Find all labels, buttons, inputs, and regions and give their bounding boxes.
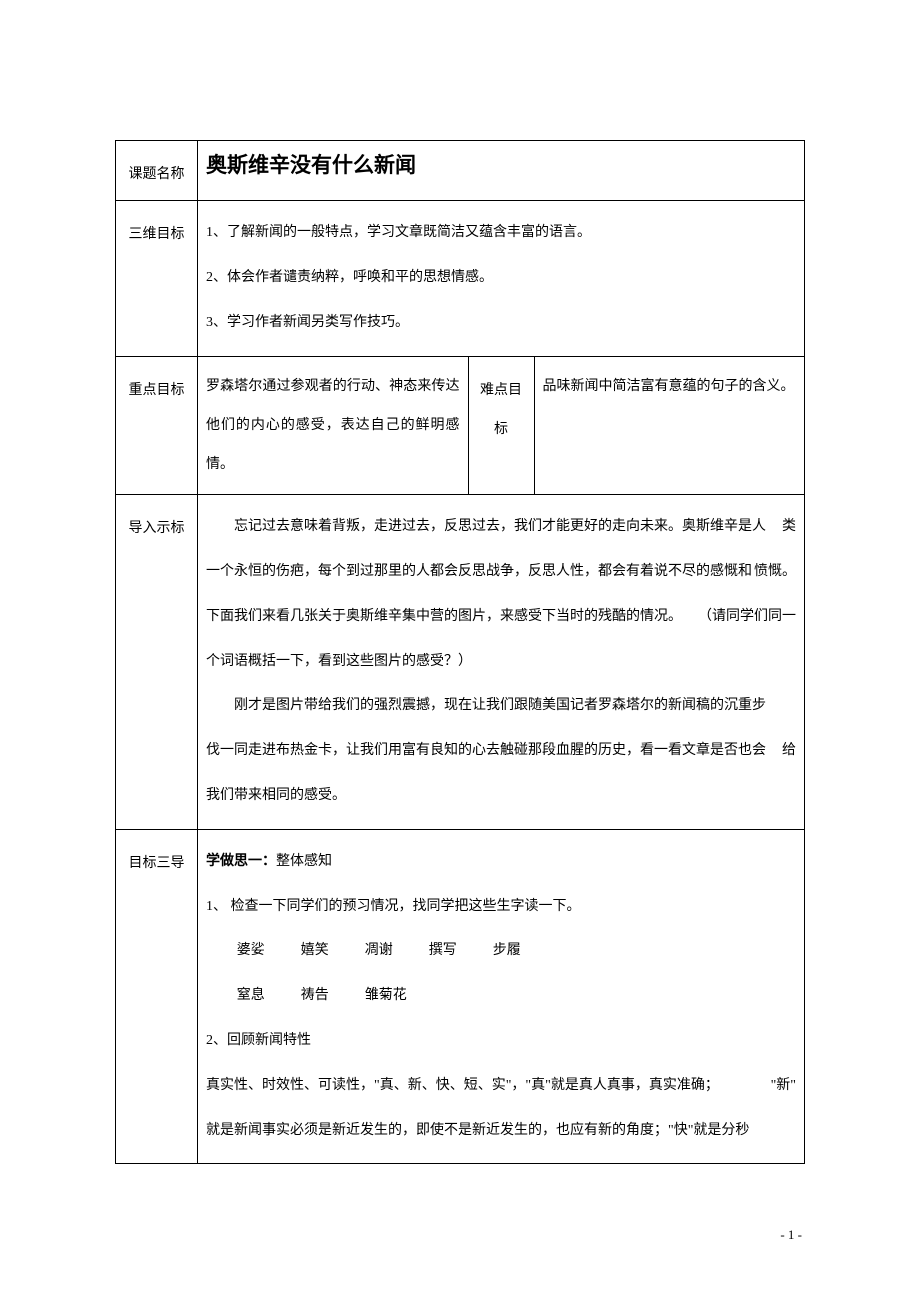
label-guide: 目标三导 (116, 829, 198, 1164)
goal-3: 3、学习作者新闻另类写作技巧。 (206, 301, 796, 346)
difficulty-goal-cell: 品味新闻中简洁富有意蕴的句子的含义。 (534, 356, 805, 495)
guide-item1: 1、 检查一下同学们的预习情况，找同学把这些生字读一下。 (206, 885, 796, 930)
guide-p3b: 就是新闻事实必须是新近发生的，即使不是新近发生的，也应有新的角度；"快"就是分秒 (206, 1109, 796, 1154)
intro-p2: 一个永恒的伤疤，每个到过那里的人都会反思战争，反思人性，都会有着说不尽的感慨和愤… (206, 550, 796, 595)
guide-words-line1: 婆娑嬉笑凋谢撰写步履 (206, 929, 796, 974)
guide-words-line2: 窒息祷告雏菊花 (206, 974, 796, 1019)
label-goals: 三维目标 (116, 201, 198, 356)
intro-p7: 我们带来相同的感受。 (206, 774, 796, 819)
goal-1: 1、了解新闻的一般特点，学习文章既简洁又蕴含丰富的语言。 (206, 211, 796, 256)
goals-cell: 1、了解新闻的一般特点，学习文章既简洁又蕴含丰富的语言。 2、体会作者谴责纳粹，… (198, 201, 805, 356)
row-key-difficulty: 重点目标 罗森塔尔通过参观者的行动、神态来传达他们的内心的感受，表达自己的鲜明感… (116, 356, 805, 495)
label-topic: 课题名称 (116, 141, 198, 201)
row-topic: 课题名称 奥斯维辛没有什么新闻 (116, 141, 805, 201)
guide-cell: 学做思一：整体感知 1、 检查一下同学们的预习情况，找同学把这些生字读一下。 婆… (198, 829, 805, 1164)
page-number: - 1 - (780, 1227, 802, 1243)
intro-p4: 个词语概括一下，看到这些图片的感受？） (206, 640, 796, 685)
guide-heading-rest: 整体感知 (276, 854, 332, 869)
topic-title: 奥斯维辛没有什么新闻 (198, 141, 805, 201)
intro-p5: 刚才是图片带给我们的强烈震撼，现在让我们跟随美国记者罗森塔尔的新闻稿的沉重步 (206, 684, 796, 729)
intro-p6: 伐一同走进布热金卡，让我们用富有良知的心去触碰那段血腥的历史，看一看文章是否也会… (206, 729, 796, 774)
guide-heading: 学做思一：整体感知 (206, 840, 796, 885)
label-key: 重点目标 (116, 356, 198, 495)
lesson-plan-table: 课题名称 奥斯维辛没有什么新闻 三维目标 1、了解新闻的一般特点，学习文章既简洁… (115, 140, 805, 1164)
intro-p1: 忘记过去意味着背叛，走进过去，反思过去，我们才能更好的走向未来。奥斯维辛是人类 (206, 505, 796, 550)
guide-item2: 2、回顾新闻特性 (206, 1019, 796, 1064)
intro-p3: 下面我们来看几张关于奥斯维辛集中营的图片，来感受下当时的残酷的情况。（请同学们同… (206, 595, 796, 640)
guide-heading-bold: 学做思一： (206, 854, 276, 869)
key-goal-cell: 罗森塔尔通过参观者的行动、神态来传达他们的内心的感受，表达自己的鲜明感情。 (198, 356, 469, 495)
row-goals: 三维目标 1、了解新闻的一般特点，学习文章既简洁又蕴含丰富的语言。 2、体会作者… (116, 201, 805, 356)
row-guide: 目标三导 学做思一：整体感知 1、 检查一下同学们的预习情况，找同学把这些生字读… (116, 829, 805, 1164)
label-difficulty: 难点目标 (468, 356, 534, 495)
label-intro: 导入示标 (116, 495, 198, 830)
goal-2: 2、体会作者谴责纳粹，呼唤和平的思想情感。 (206, 256, 796, 301)
page-container: 课题名称 奥斯维辛没有什么新闻 三维目标 1、了解新闻的一般特点，学习文章既简洁… (0, 0, 920, 1224)
guide-p3a: 真实性、时效性、可读性，"真、新、快、短、实"，"真"就是真人真事，真实准确；"… (206, 1064, 796, 1109)
row-intro: 导入示标 忘记过去意味着背叛，走进过去，反思过去，我们才能更好的走向未来。奥斯维… (116, 495, 805, 830)
intro-cell: 忘记过去意味着背叛，走进过去，反思过去，我们才能更好的走向未来。奥斯维辛是人类 … (198, 495, 805, 830)
